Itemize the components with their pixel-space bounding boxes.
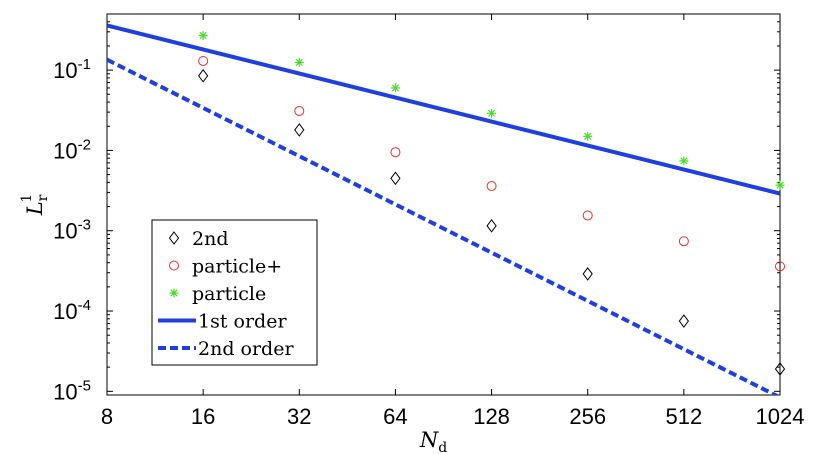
x-tick-label: 16 — [191, 404, 215, 429]
data-point-particle — [583, 131, 593, 141]
data-point-particle — [390, 83, 400, 93]
plot-frame — [106, 13, 781, 396]
legend: 2nd particle+ particle 1st order 2nd order — [151, 219, 318, 366]
legend-label: particle+ — [192, 256, 282, 278]
x-axis-label: Nd — [419, 428, 447, 454]
y-axis-label: Lr1 — [19, 194, 51, 217]
y-tick-label: 10-1 — [53, 56, 91, 83]
legend-box — [151, 219, 318, 366]
y-tick-label: 10-5 — [53, 377, 91, 404]
axis-labels: Nd Lr1 — [19, 194, 447, 454]
data-point-particle- — [678, 236, 689, 247]
data-point-2nd — [486, 219, 497, 233]
x-tick-label: 128 — [473, 404, 510, 429]
data-point-2nd — [294, 123, 305, 137]
tick-marks — [106, 13, 781, 396]
legend-label: 2nd order — [198, 338, 294, 360]
data-point-particle- — [390, 147, 401, 158]
data-point-particle — [487, 108, 497, 118]
x-tick-label: 512 — [665, 404, 702, 429]
data-point-2nd — [198, 68, 209, 83]
x-tick-label: 1024 — [756, 404, 805, 429]
x-tick-label: 256 — [569, 404, 606, 429]
data-point-2nd — [390, 171, 401, 186]
legend-label: 1st order — [198, 311, 287, 333]
x-tick-label: 64 — [383, 404, 407, 429]
data-point-2nd — [774, 362, 786, 376]
legend-marker-particle- — [169, 260, 179, 271]
data-point-particle- — [486, 181, 497, 192]
legend-marker-2nd — [168, 231, 180, 245]
tick-labels: 8 16 32 64 128 256 512 1024 10-1 10-2 10-3 10-4 10-5 — [53, 56, 804, 429]
legend-marker-particle — [169, 288, 179, 298]
y-tick-label: 10-2 — [53, 136, 91, 163]
legend-label: particle — [192, 283, 266, 305]
data-point-particle — [198, 30, 208, 40]
data-point-particle- — [294, 105, 305, 116]
series-layer — [107, 23, 786, 395]
x-tick-label: 32 — [287, 404, 311, 429]
data-point-2nd — [678, 314, 689, 328]
x-tick-label: 8 — [101, 404, 113, 429]
data-point-particle — [775, 180, 785, 190]
data-point-particle — [294, 57, 304, 67]
series-line-2nd-order — [107, 57, 780, 395]
series-line-1st-order — [107, 23, 780, 196]
y-tick-label: 10-3 — [53, 217, 91, 244]
data-point-2nd — [582, 267, 593, 281]
data-point-particle- — [775, 261, 785, 272]
y-tick-label: 10-4 — [53, 297, 91, 324]
data-point-particle- — [198, 55, 209, 66]
data-point-particle — [679, 156, 689, 166]
data-point-particle- — [582, 210, 593, 221]
legend-label: 2nd — [192, 228, 229, 250]
